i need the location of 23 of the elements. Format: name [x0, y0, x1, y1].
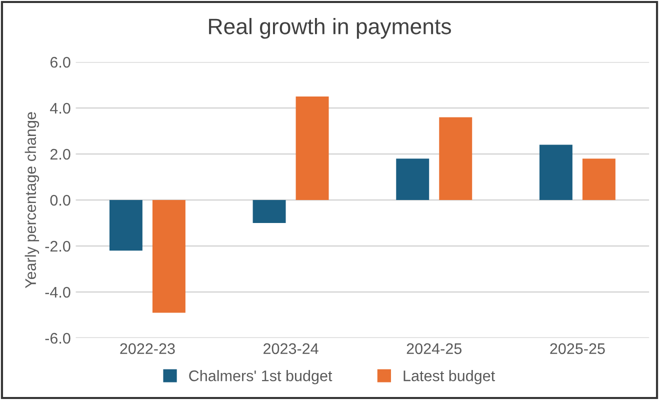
y-tick-label: 2.0	[50, 148, 70, 160]
bar	[582, 158, 616, 200]
bar	[296, 96, 329, 200]
x-tick-label: 2023-24	[264, 343, 318, 354]
x-tick-label: 2025-25	[550, 343, 605, 354]
bar	[109, 200, 142, 251]
bar	[152, 200, 186, 313]
chart-title: Real growth in payments	[209, 18, 451, 39]
y-tick-label: 6.0	[50, 56, 70, 68]
x-tick-label: 2024-25	[406, 343, 462, 354]
bar	[539, 144, 572, 200]
y-tick-label: 4.0	[50, 102, 70, 114]
y-tick-label: 0.0	[50, 194, 70, 206]
y-tick-label: -4.0	[45, 286, 70, 298]
legend-label: Chalmers' 1st budget	[189, 370, 332, 384]
y-axis-title: Yearly percentage change	[24, 112, 40, 288]
bar	[396, 158, 430, 200]
legend-label: Latest budget	[404, 370, 495, 384]
y-tick-label: -6.0	[45, 332, 70, 344]
bar	[439, 117, 472, 200]
bar	[252, 200, 286, 223]
y-tick-label: -2.0	[45, 240, 70, 252]
x-tick-label: 2022-23	[120, 343, 175, 354]
